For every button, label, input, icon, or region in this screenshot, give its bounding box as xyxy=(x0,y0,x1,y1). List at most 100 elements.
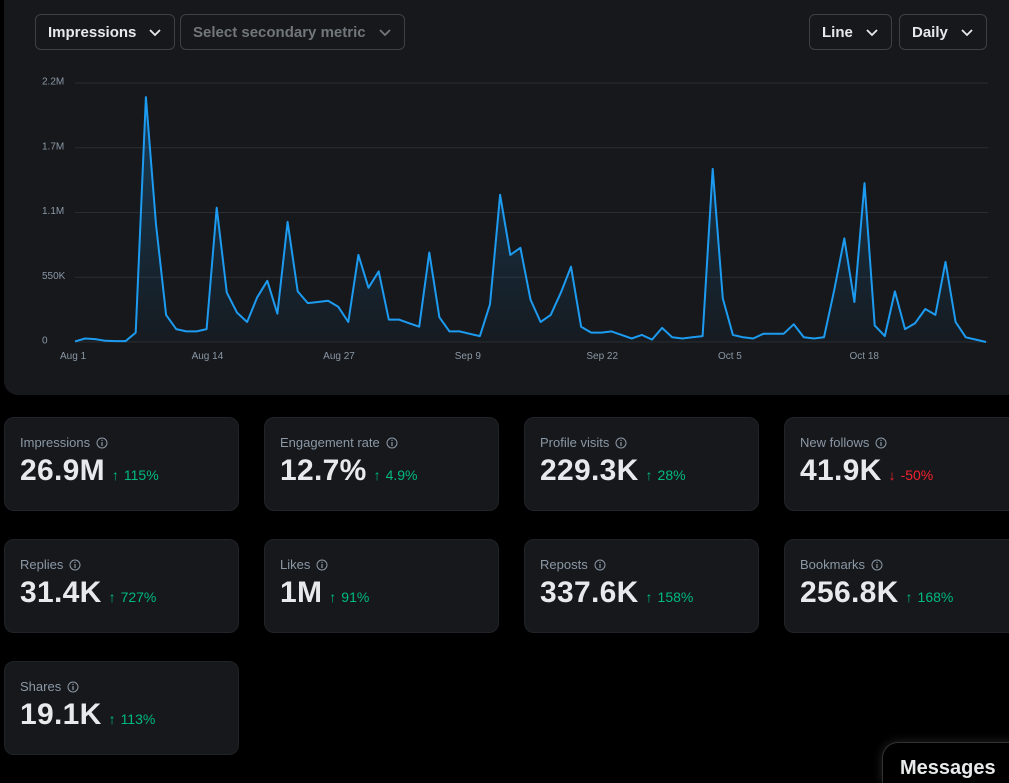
data-point[interactable] xyxy=(892,288,898,294)
data-point[interactable] xyxy=(295,288,301,294)
data-point[interactable] xyxy=(214,205,220,211)
data-point[interactable] xyxy=(244,319,250,325)
data-point[interactable] xyxy=(943,259,949,265)
metric-card-new-follows[interactable]: New follows 41.9K ↓ -50% xyxy=(784,417,1009,511)
data-point[interactable] xyxy=(679,336,685,342)
data-point[interactable] xyxy=(983,339,989,345)
metric-card-reposts[interactable]: Reposts 337.6K ↑ 158% xyxy=(524,539,759,633)
impressions-chart[interactable]: 0 550K 1.1M 1.7M 2.2M Aug 1 Aug 14 Aug 27 Sep 9 S… xyxy=(4,0,1009,395)
data-point[interactable] xyxy=(801,334,807,340)
data-point[interactable] xyxy=(143,94,149,100)
data-point[interactable] xyxy=(639,332,645,338)
data-point[interactable] xyxy=(548,312,554,318)
data-point[interactable] xyxy=(315,299,321,305)
data-point[interactable] xyxy=(416,324,422,330)
granularity-dropdown[interactable]: Daily xyxy=(899,14,987,50)
data-point[interactable] xyxy=(366,285,372,291)
data-point[interactable] xyxy=(690,334,696,340)
metric-card-engagement-rate[interactable]: Engagement rate 12.7% ↑ 4.9% xyxy=(264,417,499,511)
data-point[interactable] xyxy=(82,336,88,342)
data-point[interactable] xyxy=(588,330,594,336)
data-point[interactable] xyxy=(396,317,402,323)
secondary-metric-dropdown[interactable]: Select secondary metric xyxy=(180,14,405,50)
data-point[interactable] xyxy=(932,312,938,318)
data-point[interactable] xyxy=(234,310,240,316)
data-point[interactable] xyxy=(204,326,210,332)
data-point[interactable] xyxy=(183,328,189,334)
data-point[interactable] xyxy=(659,325,665,331)
metric-card-replies[interactable]: Replies 31.4K ↑ 727% xyxy=(4,539,239,633)
messages-drawer[interactable]: Messages xyxy=(882,742,1009,783)
data-point[interactable] xyxy=(902,326,908,332)
data-point[interactable] xyxy=(224,290,230,296)
data-point[interactable] xyxy=(102,338,108,344)
info-icon[interactable] xyxy=(67,681,79,693)
data-point[interactable] xyxy=(862,180,868,186)
data-point[interactable] xyxy=(791,321,797,327)
data-point[interactable] xyxy=(649,337,655,343)
data-point[interactable] xyxy=(285,219,291,225)
metric-card-bookmarks[interactable]: Bookmarks 256.8K ↑ 168% xyxy=(784,539,1009,633)
data-point[interactable] xyxy=(254,294,260,300)
data-point[interactable] xyxy=(568,264,574,270)
data-point[interactable] xyxy=(406,320,412,326)
info-icon[interactable] xyxy=(875,437,887,449)
data-point[interactable] xyxy=(882,333,888,339)
data-point[interactable] xyxy=(973,337,979,343)
data-point[interactable] xyxy=(376,268,382,274)
metric-card-impressions[interactable]: Impressions 26.9M ↑ 115% xyxy=(4,417,239,511)
data-point[interactable] xyxy=(781,331,787,337)
data-point[interactable] xyxy=(740,334,746,340)
data-point[interactable] xyxy=(619,332,625,338)
data-point[interactable] xyxy=(669,334,675,340)
data-point[interactable] xyxy=(953,319,959,325)
primary-metric-dropdown[interactable]: Impressions xyxy=(35,14,176,50)
data-point[interactable] xyxy=(163,312,169,318)
data-point[interactable] xyxy=(123,338,129,344)
data-point[interactable] xyxy=(497,192,503,198)
data-point[interactable] xyxy=(447,328,453,334)
info-icon[interactable] xyxy=(316,559,328,571)
data-point[interactable] xyxy=(467,331,473,337)
data-point[interactable] xyxy=(487,301,493,307)
data-point[interactable] xyxy=(912,320,918,326)
data-point[interactable] xyxy=(598,330,604,336)
data-point[interactable] xyxy=(517,245,523,251)
data-point[interactable] xyxy=(457,328,463,334)
data-point[interactable] xyxy=(538,319,544,325)
data-point[interactable] xyxy=(335,304,341,310)
data-point[interactable] xyxy=(872,323,878,329)
data-point[interactable] xyxy=(609,328,615,334)
info-icon[interactable] xyxy=(615,437,627,449)
metric-card-profile-visits[interactable]: Profile visits 229.3K ↑ 28% xyxy=(524,417,759,511)
data-point[interactable] xyxy=(811,336,817,342)
data-point[interactable] xyxy=(629,336,635,342)
data-point[interactable] xyxy=(507,252,513,258)
data-point[interactable] xyxy=(153,221,159,227)
metric-card-likes[interactable]: Likes 1M ↑ 91% xyxy=(264,539,499,633)
data-point[interactable] xyxy=(72,338,78,344)
info-icon[interactable] xyxy=(871,559,883,571)
chart-type-dropdown[interactable]: Line xyxy=(809,14,892,50)
data-point[interactable] xyxy=(345,319,351,325)
data-point[interactable] xyxy=(92,336,98,342)
data-point[interactable] xyxy=(720,295,726,301)
data-point[interactable] xyxy=(851,299,857,305)
info-icon[interactable] xyxy=(69,559,81,571)
data-point[interactable] xyxy=(770,331,776,337)
data-point[interactable] xyxy=(700,333,706,339)
data-point[interactable] xyxy=(578,324,584,330)
info-icon[interactable] xyxy=(594,559,606,571)
data-point[interactable] xyxy=(841,235,847,241)
data-point[interactable] xyxy=(325,298,331,304)
data-point[interactable] xyxy=(750,336,756,342)
info-icon[interactable] xyxy=(386,437,398,449)
data-point[interactable] xyxy=(194,328,200,334)
data-point[interactable] xyxy=(558,290,564,296)
data-point[interactable] xyxy=(528,297,534,303)
data-point[interactable] xyxy=(831,287,837,293)
data-point[interactable] xyxy=(963,334,969,340)
data-point[interactable] xyxy=(113,338,119,344)
data-point[interactable] xyxy=(922,306,928,312)
data-point[interactable] xyxy=(730,332,736,338)
